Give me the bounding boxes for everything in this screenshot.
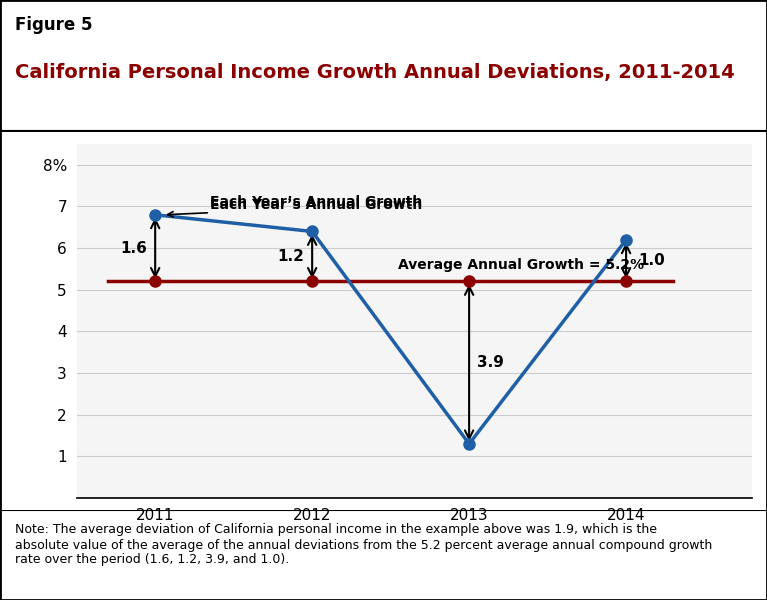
Text: 3.9: 3.9 xyxy=(477,355,504,370)
Text: Note: The average deviation of California personal income in the example above w: Note: The average deviation of Californi… xyxy=(15,523,713,566)
Text: 1.6: 1.6 xyxy=(120,241,147,256)
Text: Figure 5: Figure 5 xyxy=(15,16,93,34)
Text: Each Year’s Annual Growth: Each Year’s Annual Growth xyxy=(210,197,423,212)
Text: 1.0: 1.0 xyxy=(639,253,666,268)
Text: Each Year’s Annual Growth: Each Year’s Annual Growth xyxy=(210,194,423,209)
Text: Average Annual Growth = 5.2%: Average Annual Growth = 5.2% xyxy=(399,258,644,272)
Text: California Personal Income Growth Annual Deviations, 2011-2014: California Personal Income Growth Annual… xyxy=(15,64,735,82)
Text: 1.2: 1.2 xyxy=(278,249,304,264)
